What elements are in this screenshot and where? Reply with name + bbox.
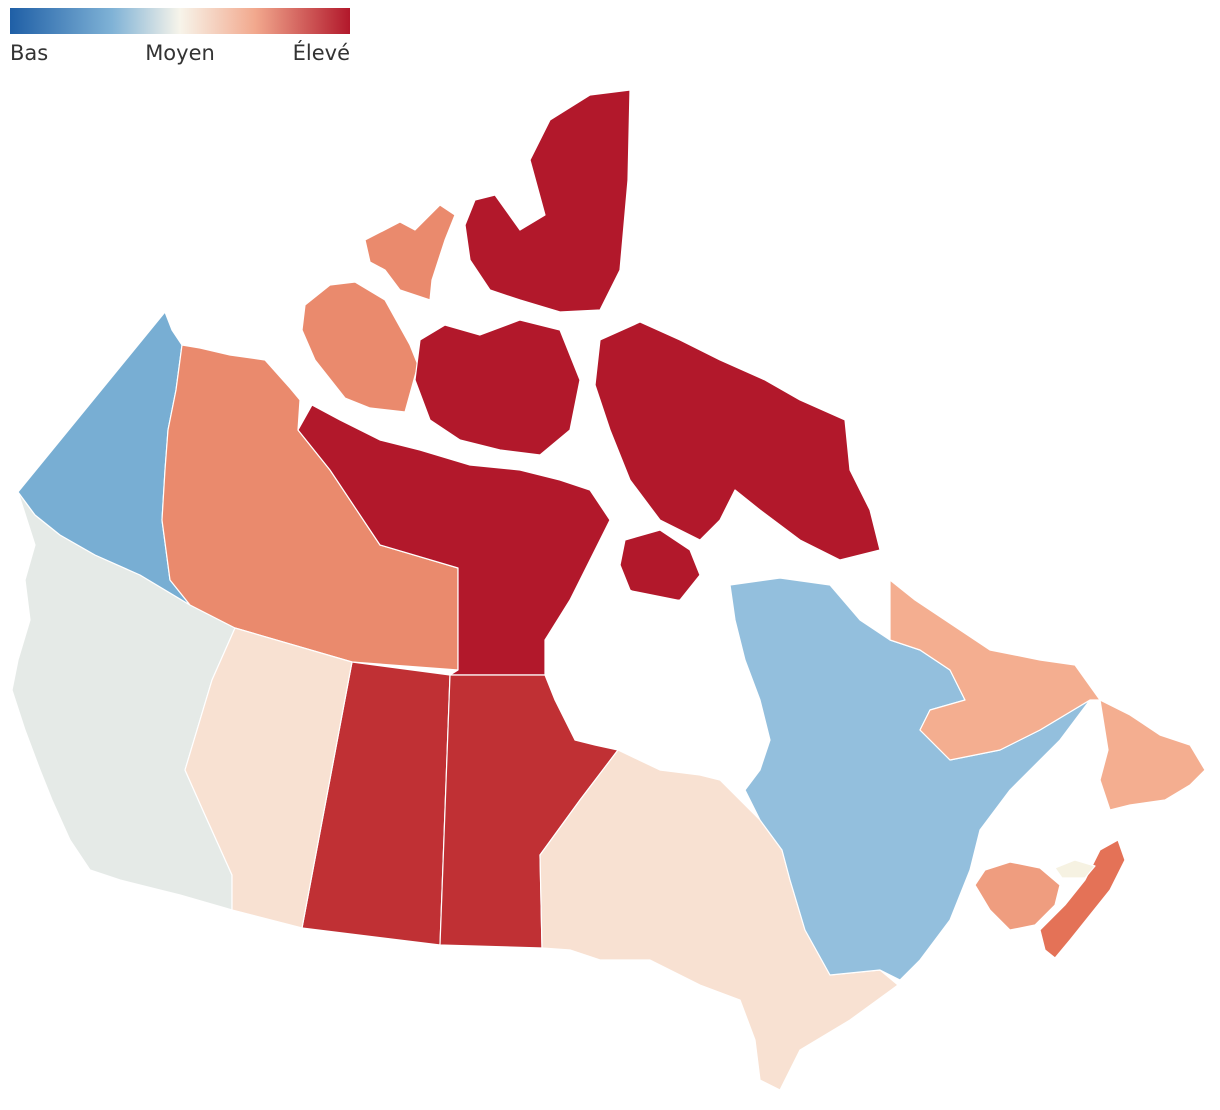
region-nunavut-baffin[interactable] — [594, 321, 881, 561]
region-alberta[interactable] — [184, 627, 353, 929]
region-new-brunswick[interactable] — [974, 861, 1061, 931]
hudson-bay-water — [545, 590, 770, 800]
legend-low-label: Bas — [10, 41, 49, 65]
region-northwest-territories-islands-2[interactable] — [364, 204, 456, 301]
region-newfoundland[interactable] — [1099, 699, 1206, 811]
region-northwest-territories-islands[interactable] — [301, 281, 419, 413]
region-labrador[interactable] — [889, 579, 1101, 761]
legend-mid-label: Moyen — [145, 41, 215, 65]
legend-high-label: Élevé — [292, 41, 350, 65]
region-ontario[interactable] — [539, 749, 899, 1091]
region-nunavut-mainland[interactable] — [297, 404, 611, 676]
region-nunavut-north-islands[interactable] — [464, 89, 631, 313]
region-nunavut-central-islands[interactable] — [414, 319, 581, 456]
region-nova-scotia[interactable] — [1039, 839, 1126, 959]
color-legend: Bas Moyen Élevé — [10, 8, 350, 68]
legend-gradient-bar — [10, 8, 350, 34]
region-prince-edward-island[interactable] — [1054, 859, 1096, 879]
